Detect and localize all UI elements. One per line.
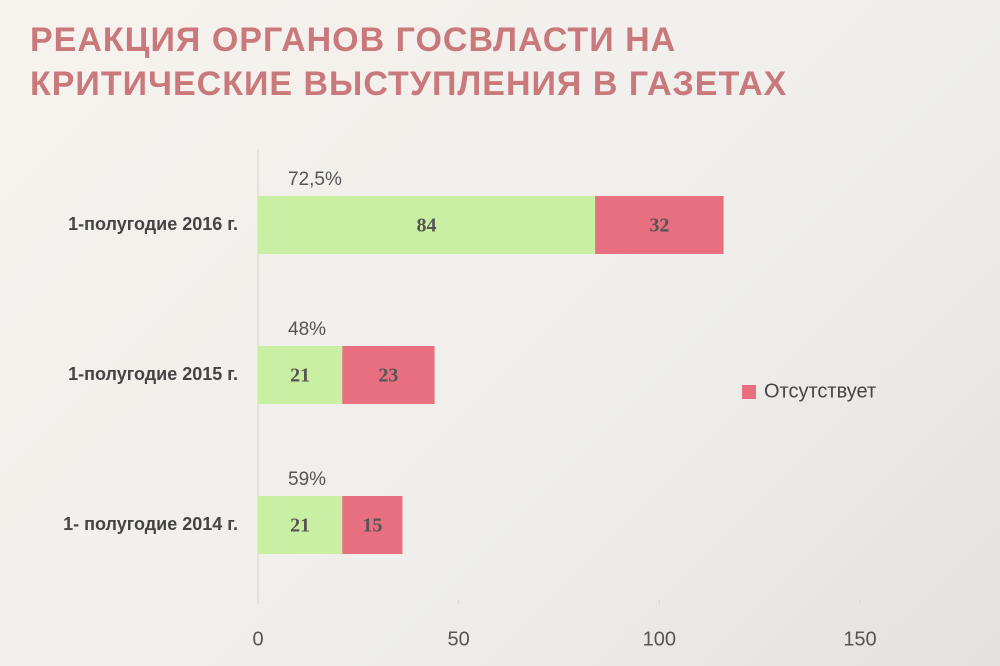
y-tick-label: 1- полугодие 2014 г. xyxy=(63,514,238,534)
data-label: 32 xyxy=(649,215,669,237)
annotation: 72,5% xyxy=(288,169,342,190)
annotation: 59% xyxy=(288,469,326,490)
bar xyxy=(342,346,435,404)
bar xyxy=(595,196,724,254)
data-label: 23 xyxy=(378,365,398,387)
data-label: 84 xyxy=(417,215,437,237)
legend-swatch xyxy=(742,385,756,399)
bar xyxy=(258,196,596,254)
x-tick-label: 50 xyxy=(448,628,470,650)
x-tick-label: 150 xyxy=(843,628,876,650)
data-label: 21 xyxy=(290,365,310,387)
chart-title: РЕАКЦИЯ ОРГАНОВ ГОСВЛАСТИ НА КРИТИЧЕСКИЕ… xyxy=(30,21,788,103)
x-tick-label: 0 xyxy=(252,628,263,650)
x-tick-label: 100 xyxy=(643,628,676,650)
bar xyxy=(258,496,343,554)
legend-label: Отсутствует xyxy=(764,380,876,402)
annotation: 48% xyxy=(288,319,326,340)
data-label: 15 xyxy=(362,515,382,537)
y-tick-label: 1-полугодие 2016 г. xyxy=(68,214,238,234)
bar xyxy=(342,496,403,554)
data-label: 21 xyxy=(290,515,310,537)
y-tick-label: 1-полугодие 2015 г. xyxy=(68,364,238,384)
bar xyxy=(258,346,343,404)
